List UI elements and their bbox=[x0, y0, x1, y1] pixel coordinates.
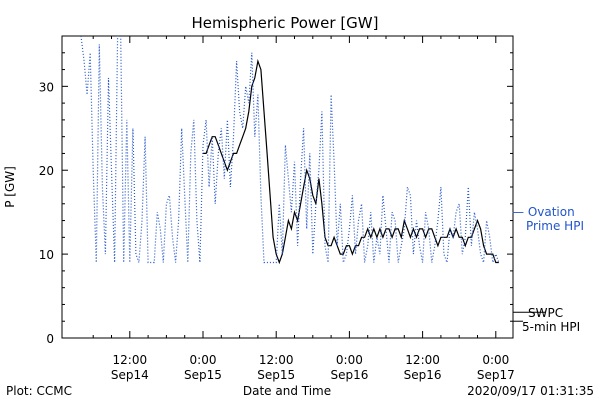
y-axis-label: P [GW] bbox=[3, 166, 17, 208]
x-axis: 12:00Sep140:00Sep1512:00Sep150:00Sep1612… bbox=[92, 36, 515, 382]
y-tick-label: 20 bbox=[39, 164, 54, 178]
legend-label-line2: 5-min HPI bbox=[522, 320, 580, 334]
ovation-prime-series-line bbox=[80, 36, 500, 264]
legend-label-line2: Prime HPI bbox=[526, 219, 584, 233]
y-axis: 0 10 20 30 bbox=[39, 35, 513, 346]
y-tick-label: 30 bbox=[39, 80, 54, 94]
x-tick-date-label: Sep16 bbox=[404, 368, 442, 382]
x-tick-date-label: Sep17 bbox=[477, 368, 515, 382]
y-tick-label: 0 bbox=[46, 332, 54, 346]
x-tick-time-label: 0:00 bbox=[190, 353, 217, 367]
x-tick-time-label: 12:00 bbox=[405, 353, 440, 367]
x-tick-time-label: 0:00 bbox=[482, 353, 509, 367]
chart-title: Hemispheric Power [GW] bbox=[192, 14, 379, 32]
legend-label: — Ovation bbox=[512, 205, 575, 219]
series-layer bbox=[80, 36, 500, 265]
legend-label: SWPC bbox=[528, 306, 563, 320]
x-tick-time-label: 12:00 bbox=[113, 353, 148, 367]
x-tick-date-label: Sep14 bbox=[111, 368, 149, 382]
x-tick-date-label: Sep15 bbox=[257, 368, 295, 382]
y-tick-label: 10 bbox=[39, 248, 54, 262]
plot-timestamp: 2020/09/17 01:31:35 bbox=[467, 384, 594, 398]
swpc-hpi-series-line bbox=[203, 58, 499, 265]
plot-frame bbox=[61, 35, 514, 339]
x-tick-date-label: Sep15 bbox=[184, 368, 222, 382]
x-tick-date-label: Sep16 bbox=[330, 368, 368, 382]
x-tick-time-label: 12:00 bbox=[259, 353, 294, 367]
x-axis-label: Date and Time bbox=[243, 384, 331, 398]
plot-credit: Plot: CCMC bbox=[6, 384, 72, 398]
x-tick-time-label: 0:00 bbox=[336, 353, 363, 367]
